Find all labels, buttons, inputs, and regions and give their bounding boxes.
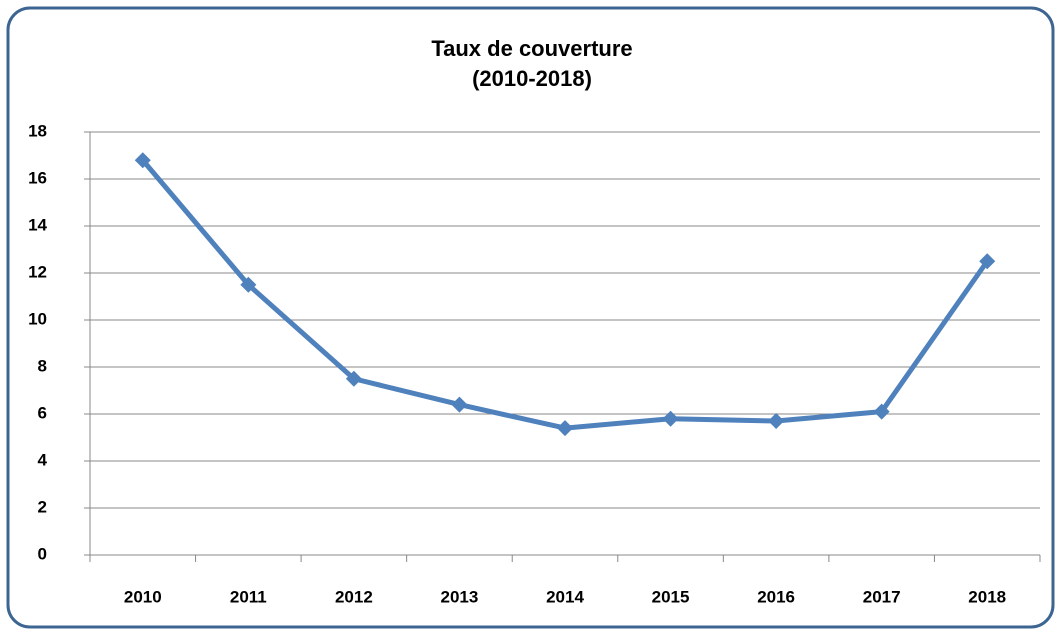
- y-tick-label: 8: [38, 356, 47, 375]
- y-tick-label: 14: [28, 215, 47, 234]
- x-tick-label: 2018: [968, 587, 1006, 606]
- x-tick-label: 2013: [441, 587, 479, 606]
- marker: [451, 396, 468, 413]
- x-tick-label: 2017: [863, 587, 901, 606]
- marker: [873, 403, 890, 420]
- marker: [240, 276, 257, 293]
- x-tick-label: 2012: [335, 587, 373, 606]
- marker: [557, 420, 573, 437]
- x-tick-label: 2010: [124, 587, 162, 606]
- chart-frame: [6, 6, 1055, 629]
- y-tick-label: 0: [38, 544, 47, 563]
- y-tick-label: 12: [28, 262, 47, 281]
- y-tick-label: 16: [28, 168, 47, 187]
- marker: [345, 370, 362, 387]
- marker: [979, 253, 996, 270]
- chart-title: Taux de couverture: [431, 36, 632, 61]
- y-tick-label: 18: [28, 121, 47, 140]
- marker: [134, 152, 151, 169]
- marker: [662, 410, 679, 427]
- y-tick-label: 10: [28, 309, 47, 328]
- chart-subtitle: (2010-2018): [472, 66, 592, 91]
- x-tick-label: 2015: [652, 587, 690, 606]
- y-tick-label: 2: [38, 497, 47, 516]
- marker: [768, 413, 785, 430]
- y-tick-label: 6: [38, 403, 47, 422]
- x-tick-label: 2014: [546, 587, 584, 606]
- x-tick-label: 2011: [230, 587, 267, 606]
- y-tick-label: 4: [38, 450, 48, 469]
- x-tick-label: 2016: [757, 587, 795, 606]
